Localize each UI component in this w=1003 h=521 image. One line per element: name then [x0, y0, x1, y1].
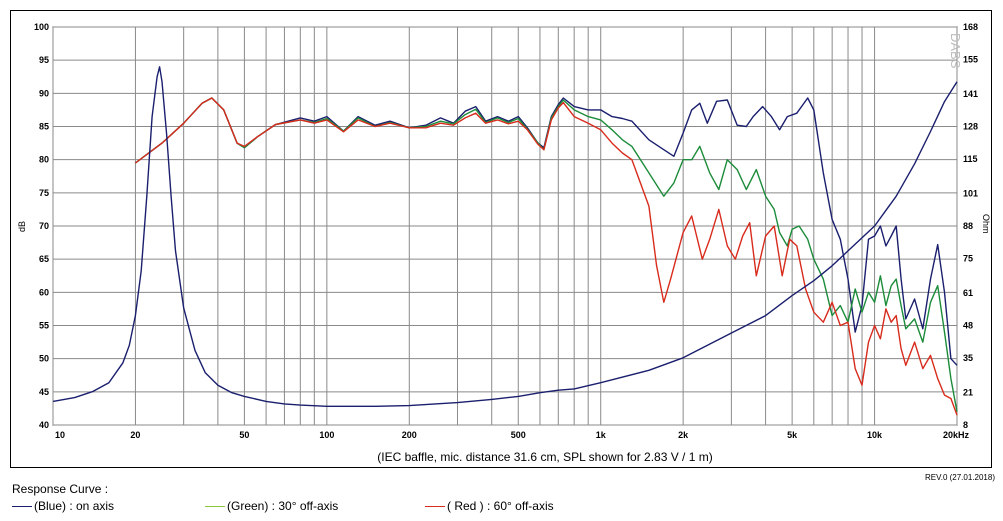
y-tick-right-label: 8: [963, 420, 968, 430]
legend-item-blue: (Blue) : on axis: [12, 499, 114, 513]
y-tick-right-label: 101: [963, 189, 978, 199]
y-tick-left-label: 65: [39, 254, 49, 264]
chart-frame: DABS 40 45 50 55 60 65 70 75 80 85 90 95 100 8 21 35 48 61…: [10, 10, 992, 468]
y-axis-label-left: dB: [17, 221, 27, 232]
y-tick-left-label: 45: [39, 387, 49, 397]
y-tick-left-label: 50: [39, 354, 49, 364]
y-tick-right-label: 168: [963, 22, 978, 32]
y-tick-left-label: 55: [39, 321, 49, 331]
legend-swatch-green: [205, 506, 225, 508]
series-line-red: [134, 97, 958, 416]
y-tick-right-label: 48: [963, 321, 973, 331]
y-axis-label-right: Ohm: [981, 214, 991, 234]
y-tick-left-label: 75: [39, 188, 49, 198]
x-tick-label: 200: [402, 430, 417, 440]
x-tick-label: 10: [55, 430, 65, 440]
response-curve-title: Response Curve :: [12, 482, 109, 496]
x-tick-label: 10k: [867, 430, 883, 440]
y-tick-right-label: 115: [963, 154, 978, 164]
y-tick-right-label: 61: [963, 288, 973, 298]
legend-item-red: ( Red ) : 60° off-axis: [425, 499, 554, 513]
legend-item-green: (Green) : 30° off-axis: [205, 499, 338, 513]
y-tick-right-label: 21: [963, 388, 973, 398]
y-tick-left-label: 60: [39, 287, 49, 297]
x-tick-label: 100: [319, 430, 334, 440]
y-tick-right-label: 75: [963, 253, 973, 263]
x-tick-label: 20: [130, 430, 140, 440]
y-tick-left-label: 80: [39, 155, 49, 165]
y-tick-left-label: 85: [39, 122, 49, 132]
watermark-text: DABS: [948, 33, 963, 69]
legend-text-blue: (Blue) : on axis: [34, 499, 115, 513]
x-tick-label: 20kHz: [943, 430, 970, 440]
y-tick-left-label: 70: [39, 221, 49, 231]
legend-text-green: (Green) : 30° off-axis: [227, 499, 339, 513]
y-tick-left-label: 95: [39, 55, 49, 65]
y-tick-left-label: 100: [34, 22, 49, 32]
x-tick-label: 50: [239, 430, 249, 440]
y-tick-left-label: 90: [39, 88, 49, 98]
chart-caption: (IEC baffle, mic. distance 31.6 cm, SPL …: [377, 450, 712, 464]
frequency-response-chart: DABS 40 45 50 55 60 65 70 75 80 85 90 95 100 8 21 35 48 61…: [17, 22, 991, 464]
y-tick-right-label: 35: [963, 353, 973, 363]
y-tick-right-label: 141: [963, 89, 978, 99]
y-tick-right-label: 155: [963, 54, 978, 64]
x-tick-label: 5k: [787, 430, 798, 440]
legend-swatch-blue: [12, 506, 32, 508]
legend-swatch-red: [425, 506, 445, 508]
rev-label: REV.0 (27.01.2018): [925, 473, 995, 482]
x-tick-label: 2k: [678, 430, 689, 440]
legend-text-red: ( Red ) : 60° off-axis: [447, 499, 554, 513]
x-tick-label: 1k: [596, 430, 607, 440]
series-line-impedance: [52, 66, 958, 407]
y-tick-right-label: 88: [963, 221, 973, 231]
series-line-green: [134, 97, 958, 412]
y-tick-left-label: 40: [39, 420, 49, 430]
x-tick-label: 500: [511, 430, 526, 440]
y-tick-right-label: 128: [963, 122, 978, 132]
